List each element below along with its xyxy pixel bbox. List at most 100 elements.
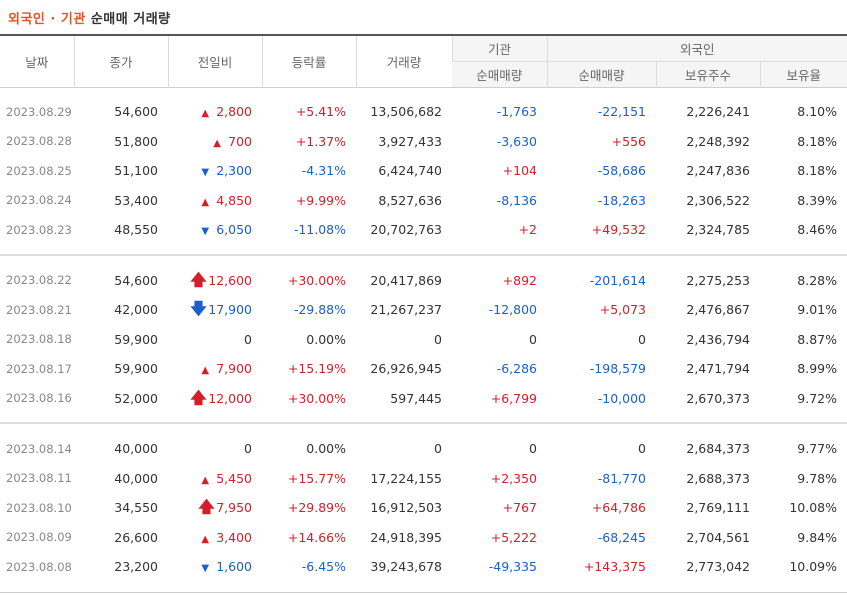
cell-institution-net: 0	[529, 331, 537, 347]
table-row: 2023.08.21 42,000 🡇 17,900 -29.88% 21,267…	[0, 295, 847, 325]
cell-rate: +5.41%	[295, 104, 346, 120]
group-spacer	[0, 582, 847, 592]
cell-close: 42,000	[114, 302, 158, 318]
cell-date: 2023.08.28	[6, 134, 72, 149]
up-arrow-icon: 🡅	[198, 497, 215, 517]
cell-foreign-holdings: 2,670,373	[686, 390, 750, 406]
cell-change: ▼ 1,600	[168, 552, 262, 582]
cell-institution-net: -6,286	[496, 361, 537, 377]
cell-foreign-ratio: 8.99%	[797, 361, 837, 377]
cell-foreign-holdings: 2,248,392	[686, 133, 750, 149]
cell-rate: +14.66%	[287, 529, 346, 545]
cell-foreign-net: -68,245	[597, 529, 646, 545]
cell-institution-net: +5,222	[490, 529, 537, 545]
cell-volume: 3,927,433	[378, 133, 442, 149]
group-spacer	[0, 256, 847, 266]
table-row: 2023.08.24 53,400 ▲ 4,850 +9.99% 8,527,63…	[0, 186, 847, 216]
cell-rate: -4.31%	[301, 163, 346, 179]
header-close: 종가	[73, 35, 168, 87]
cell-volume: 13,506,682	[370, 104, 442, 120]
cell-change-value: 3,400	[216, 529, 252, 545]
cell-foreign-holdings: 2,247,836	[686, 163, 750, 179]
cell-volume: 17,224,155	[370, 470, 442, 486]
down-arrow-icon: ▼	[201, 167, 210, 179]
cell-rate: 0.00%	[306, 331, 346, 347]
cell-close: 52,000	[114, 390, 158, 406]
cell-rate: +15.19%	[287, 361, 346, 377]
cell-change-value: 12,600	[208, 272, 252, 288]
cell-close: 40,000	[114, 441, 158, 457]
cell-foreign-net: 0	[638, 331, 646, 347]
cell-foreign-holdings: 2,471,794	[686, 361, 750, 377]
cell-change: ▼ 2,300	[168, 156, 262, 186]
section-title: 외국인 · 기관 순매매 거래량	[8, 8, 171, 27]
cell-close: 59,900	[114, 361, 158, 377]
up-arrow-icon: ▲	[213, 137, 221, 149]
header-change: 전일비	[167, 35, 262, 87]
cell-foreign-holdings: 2,769,111	[686, 500, 750, 516]
cell-change-value: 5,450	[216, 470, 252, 486]
up-arrow-icon: ▲	[201, 533, 210, 545]
title-foreign-institution: 외국인 · 기관	[8, 12, 86, 27]
group-spacer	[0, 87, 847, 97]
cell-foreign-holdings: 2,324,785	[686, 222, 750, 238]
cell-rate: -11.08%	[293, 222, 346, 238]
table-row: 2023.08.29 54,600 ▲ 2,800 +5.41% 13,506,6…	[0, 97, 847, 127]
table-row: 2023.08.28 51,800 ▲ 700 +1.37% 3,927,433 …	[0, 127, 847, 157]
up-arrow-icon: ▲	[201, 474, 210, 486]
cell-rate: +29.89%	[287, 500, 346, 516]
cell-close: 54,600	[114, 272, 158, 288]
table-row: 2023.08.16 52,000 🡅 12,000 +30.00% 597,44…	[0, 384, 847, 414]
cell-foreign-net: -22,151	[597, 104, 646, 120]
cell-volume: 20,702,763	[370, 222, 442, 238]
cell-rate: +1.37%	[295, 133, 346, 149]
cell-change: 🡅 12,000	[168, 384, 262, 414]
cell-date: 2023.08.23	[6, 222, 72, 237]
up-arrow-icon: 🡅	[190, 269, 207, 289]
cell-date: 2023.08.14	[6, 441, 72, 456]
cell-foreign-ratio: 8.46%	[797, 222, 837, 238]
cell-foreign-net: +143,375	[583, 559, 646, 575]
table-row: 2023.08.22 54,600 🡅 12,600 +30.00% 20,417…	[0, 266, 847, 296]
cell-change: ▲ 7,900	[168, 354, 262, 384]
group-spacer	[0, 424, 847, 434]
cell-close: 23,200	[114, 559, 158, 575]
cell-foreign-ratio: 9.72%	[797, 390, 837, 406]
cell-volume: 8,527,636	[378, 192, 442, 208]
cell-change: ▲ 2,800	[168, 97, 262, 127]
cell-institution-net: -1,763	[496, 104, 537, 120]
cell-change-value: 0	[244, 441, 252, 457]
cell-change-value: 700	[228, 133, 252, 149]
cell-foreign-net: 0	[638, 441, 646, 457]
cell-foreign-ratio: 8.18%	[797, 163, 837, 179]
cell-rate: -29.88%	[293, 302, 346, 318]
cell-foreign-net: +49,532	[591, 222, 646, 238]
header-institution-group: 기관	[451, 35, 547, 62]
cell-change: 🡅 7,950	[168, 493, 262, 523]
cell-close: 54,600	[114, 104, 158, 120]
up-arrow-icon: ▲	[201, 108, 210, 120]
header-foreign-ratio: 보유율	[759, 61, 847, 87]
title-net-trading-volume: 순매매 거래량	[90, 12, 171, 27]
table-row: 2023.08.25 51,100 ▼ 2,300 -4.31% 6,424,74…	[0, 156, 847, 186]
cell-close: 51,100	[114, 163, 158, 179]
cell-institution-net: +2,350	[490, 470, 537, 486]
cell-change-value: 1,600	[216, 559, 252, 575]
cell-foreign-ratio: 9.84%	[797, 529, 837, 545]
cell-foreign-net: -58,686	[597, 163, 646, 179]
cell-date: 2023.08.22	[6, 273, 72, 288]
cell-change: 🡇 17,900	[168, 295, 262, 325]
table-row: 2023.08.17 59,900 ▲ 7,900 +15.19% 26,926,…	[0, 354, 847, 384]
cell-change-value: 17,900	[208, 302, 252, 318]
header-volume: 거래량	[355, 35, 452, 87]
group-spacer	[0, 413, 847, 423]
cell-foreign-ratio: 8.18%	[797, 133, 837, 149]
cell-rate: +15.77%	[287, 470, 346, 486]
cell-rate: +9.99%	[295, 192, 346, 208]
cell-volume: 0	[434, 441, 442, 457]
cell-foreign-holdings: 2,226,241	[686, 104, 750, 120]
header-foreign-group: 외국인	[546, 35, 847, 62]
cell-volume: 21,267,237	[370, 302, 442, 318]
cell-change-value: 4,850	[216, 192, 252, 208]
table-row: 2023.08.14 40,000 0 0.00% 0 0 0 2,684,37…	[0, 434, 847, 464]
